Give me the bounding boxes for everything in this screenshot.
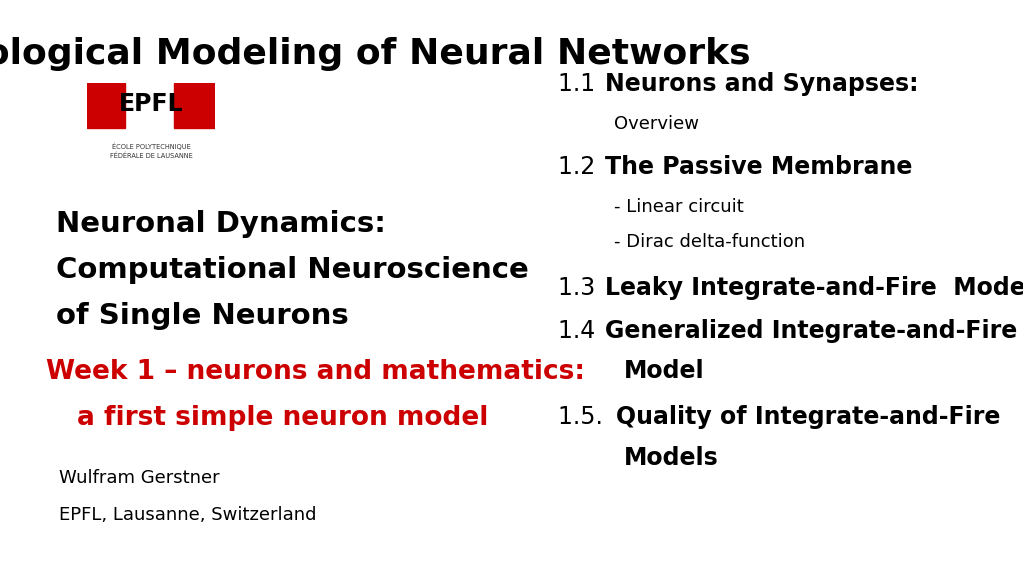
Text: EPFL, Lausanne, Switzerland: EPFL, Lausanne, Switzerland — [59, 506, 317, 524]
Text: Leaky Integrate-and-Fire  Model: Leaky Integrate-and-Fire Model — [605, 276, 1023, 300]
Bar — [87, 83, 126, 128]
Text: 1.4: 1.4 — [558, 319, 603, 343]
Text: of Single Neurons: of Single Neurons — [56, 302, 349, 330]
Text: - Linear circuit: - Linear circuit — [614, 198, 744, 216]
Text: Model: Model — [624, 359, 705, 384]
Text: - Dirac delta-function: - Dirac delta-function — [614, 233, 805, 251]
Text: Quality of Integrate-and-Fire: Quality of Integrate-and-Fire — [616, 405, 1000, 430]
Text: Wulfram Gerstner: Wulfram Gerstner — [59, 469, 220, 486]
Text: Week 1 – neurons and mathematics:: Week 1 – neurons and mathematics: — [46, 359, 585, 385]
Text: Computational Neuroscience: Computational Neuroscience — [56, 256, 529, 284]
Text: 1.5.: 1.5. — [558, 405, 610, 430]
Text: EPFL: EPFL — [119, 92, 183, 116]
Text: Generalized Integrate-and-Fire: Generalized Integrate-and-Fire — [605, 319, 1017, 343]
Text: Overview: Overview — [614, 115, 699, 133]
Text: Neuronal Dynamics:: Neuronal Dynamics: — [56, 210, 386, 238]
Text: a first simple neuron model: a first simple neuron model — [77, 405, 488, 431]
Text: Biological Modeling of Neural Networks: Biological Modeling of Neural Networks — [0, 37, 751, 71]
Text: 1.3: 1.3 — [558, 276, 603, 300]
Text: The Passive Membrane: The Passive Membrane — [605, 155, 911, 179]
Text: Neurons and Synapses:: Neurons and Synapses: — [605, 72, 918, 96]
Bar — [174, 83, 215, 128]
Text: 1.1: 1.1 — [558, 72, 603, 96]
Text: 1.2: 1.2 — [558, 155, 603, 179]
Text: ÉCOLE POLYTECHNIQUE
FÉDÉRALE DE LAUSANNE: ÉCOLE POLYTECHNIQUE FÉDÉRALE DE LAUSANNE — [109, 143, 192, 159]
Text: Models: Models — [624, 446, 719, 470]
